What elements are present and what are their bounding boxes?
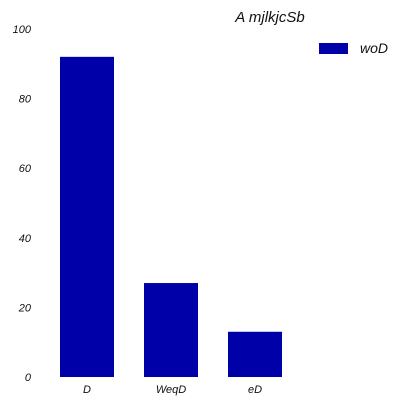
y-axis-ticks: 0 20 40 60 80 100 — [13, 24, 32, 384]
y-tick-label: 80 — [19, 94, 32, 106]
legend-label-woD: woD — [360, 40, 388, 56]
bar-eD — [228, 331, 282, 377]
x-axis-ticks: D WeqD eD — [83, 384, 262, 396]
bars — [60, 56, 282, 378]
y-tick-label: 100 — [13, 24, 32, 36]
x-tick-label: WeqD — [156, 384, 186, 396]
bar-WeqD — [144, 283, 198, 377]
y-tick-label: 0 — [25, 372, 32, 384]
y-tick-label: 40 — [19, 233, 32, 245]
chart-title: A mjlkjcSb — [234, 9, 304, 26]
y-tick-label: 20 — [18, 302, 32, 314]
legend: woD — [319, 40, 388, 56]
bar-D — [60, 56, 114, 378]
x-tick-label: D — [83, 384, 91, 396]
legend-swatch-woD — [319, 43, 348, 54]
y-tick-label: 60 — [19, 163, 32, 175]
x-tick-label: eD — [248, 384, 262, 396]
